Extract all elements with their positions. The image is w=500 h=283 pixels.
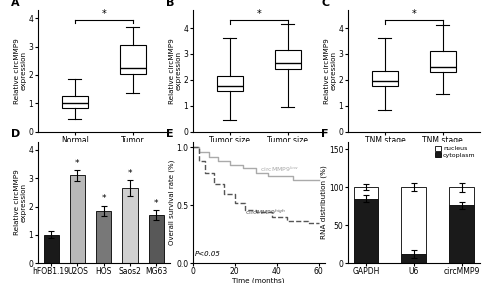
Text: B: B: [166, 0, 174, 8]
Text: C: C: [321, 0, 329, 8]
Bar: [44, 235, 59, 263]
Y-axis label: Relative circMMP9
expression: Relative circMMP9 expression: [14, 38, 27, 104]
PathPatch shape: [217, 76, 243, 91]
Text: D: D: [11, 129, 20, 139]
PathPatch shape: [120, 45, 146, 74]
Text: *: *: [412, 9, 416, 19]
Text: *: *: [128, 169, 132, 178]
Text: *: *: [154, 199, 158, 208]
Bar: [402, 254, 426, 263]
Text: F: F: [321, 129, 328, 139]
Text: P<0.05: P<0.05: [194, 251, 220, 257]
Y-axis label: Overall survival rate (%): Overall survival rate (%): [168, 160, 175, 245]
Legend: nucleus, cytoplasm: nucleus, cytoplasm: [434, 145, 477, 159]
Bar: [70, 175, 85, 263]
PathPatch shape: [62, 96, 88, 108]
Text: circMMP9$^{high}$: circMMP9$^{high}$: [245, 207, 286, 217]
Text: circMMP9$^{low}$: circMMP9$^{low}$: [260, 164, 299, 174]
Bar: [354, 199, 378, 263]
Y-axis label: Relative circMMP9
expression: Relative circMMP9 expression: [324, 38, 337, 104]
Y-axis label: Relative circMMP9
expression: Relative circMMP9 expression: [169, 38, 182, 104]
Text: *: *: [102, 9, 106, 19]
Bar: [96, 211, 112, 263]
PathPatch shape: [372, 71, 398, 86]
PathPatch shape: [274, 50, 300, 69]
Bar: [148, 215, 164, 263]
Text: *: *: [75, 159, 80, 168]
Y-axis label: RNA distribution (%): RNA distribution (%): [321, 166, 328, 239]
X-axis label: Time (months): Time (months): [232, 278, 285, 283]
Text: *: *: [256, 9, 261, 19]
Text: A: A: [11, 0, 20, 8]
Bar: [122, 188, 138, 263]
PathPatch shape: [430, 51, 456, 72]
Text: *: *: [102, 194, 106, 203]
Y-axis label: Relative circMMP9
expression: Relative circMMP9 expression: [14, 170, 27, 235]
Bar: [354, 187, 378, 199]
Bar: [449, 187, 474, 205]
Text: E: E: [166, 129, 173, 139]
Bar: [402, 187, 426, 254]
Bar: [449, 205, 474, 263]
